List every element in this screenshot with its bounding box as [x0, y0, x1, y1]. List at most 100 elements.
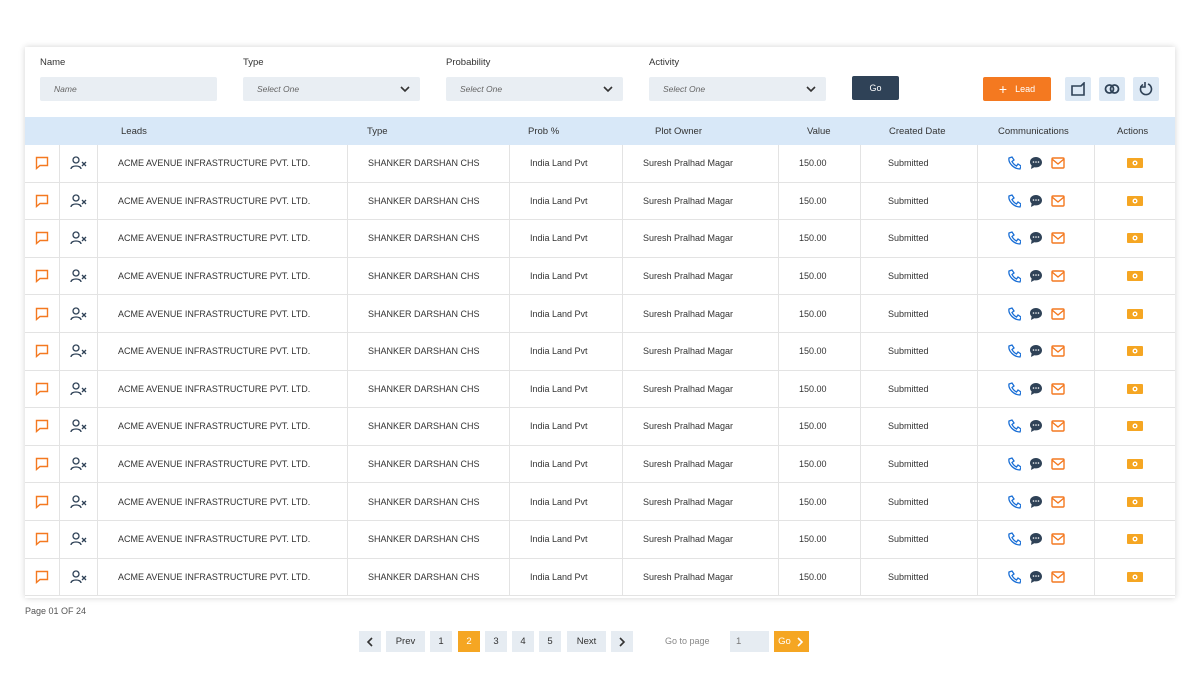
email-icon[interactable] [1051, 232, 1065, 245]
comment-icon[interactable] [35, 419, 49, 434]
remove-user-icon[interactable] [69, 307, 88, 321]
page-button[interactable]: 5 [539, 631, 561, 652]
remove-user-icon[interactable] [69, 419, 88, 433]
page-button[interactable]: 3 [485, 631, 507, 652]
sms-icon[interactable] [1029, 307, 1043, 321]
add-lead-button[interactable]: + Lead [983, 77, 1051, 101]
sms-icon[interactable] [1029, 532, 1043, 546]
expand-button[interactable] [1065, 77, 1091, 101]
prev-arrow[interactable] [359, 631, 381, 652]
action-icon[interactable] [1127, 420, 1143, 432]
email-icon[interactable] [1051, 458, 1065, 470]
remove-user-icon[interactable] [69, 156, 88, 170]
icon [619, 636, 626, 647]
remove-user-icon[interactable] [69, 382, 88, 396]
call-icon[interactable] [1007, 570, 1021, 584]
call-icon[interactable] [1007, 156, 1021, 170]
comment-icon[interactable] [35, 307, 49, 321]
sms-icon[interactable] [1029, 570, 1043, 584]
email-icon[interactable] [1051, 571, 1065, 583]
action-icon[interactable] [1127, 345, 1143, 357]
comment-cell [25, 370, 60, 408]
comment-icon[interactable] [35, 495, 49, 509]
call-icon[interactable] [1007, 419, 1021, 434]
refresh-button[interactable] [1133, 77, 1159, 101]
action-icon[interactable] [1127, 383, 1143, 395]
action-icon[interactable] [1127, 157, 1143, 169]
email-icon[interactable] [1051, 495, 1065, 508]
remove-user-icon[interactable] [69, 344, 88, 358]
prev-button[interactable]: Prev [386, 631, 425, 652]
comment-icon[interactable] [35, 532, 49, 547]
action-icon[interactable] [1127, 195, 1143, 207]
action-icon[interactable] [1127, 496, 1143, 508]
call-icon[interactable] [1007, 231, 1021, 246]
next-arrow[interactable] [611, 631, 633, 652]
next-button[interactable]: Next [567, 631, 606, 652]
sms-icon[interactable] [1029, 419, 1043, 433]
remove-user-icon[interactable] [69, 231, 88, 245]
sms-icon[interactable] [1029, 231, 1043, 245]
call-icon[interactable] [1007, 457, 1021, 471]
value-cell: 150.00 [779, 257, 861, 295]
icon [1139, 82, 1153, 96]
page-button[interactable]: 1 [430, 631, 452, 652]
call-icon[interactable] [1007, 306, 1021, 321]
action-icon[interactable] [1127, 308, 1143, 320]
sms-icon[interactable] [1029, 495, 1043, 509]
sms-icon[interactable] [1029, 194, 1043, 208]
comment-icon[interactable] [35, 194, 49, 208]
call-icon[interactable] [1007, 269, 1021, 283]
comment-icon[interactable] [35, 457, 49, 472]
email-icon[interactable] [1051, 420, 1065, 433]
remove-user-icon[interactable] [69, 532, 88, 546]
action-icon[interactable] [1127, 458, 1143, 470]
page-button[interactable]: 4 [512, 631, 534, 652]
name-input[interactable]: Name [40, 77, 217, 101]
go-page-button[interactable]: Go [774, 631, 809, 652]
action-icon[interactable] [1127, 571, 1143, 583]
email-icon[interactable] [1051, 345, 1065, 357]
go-button[interactable]: Go [852, 76, 899, 100]
email-icon[interactable] [1051, 383, 1065, 395]
sms-icon[interactable] [1029, 457, 1043, 471]
plot-owner-cell: Suresh Pralhad Magar [623, 558, 779, 596]
page-button-active[interactable]: 2 [458, 631, 480, 652]
sms-icon[interactable] [1029, 269, 1043, 283]
email-icon[interactable] [1051, 157, 1065, 169]
call-icon[interactable] [1007, 494, 1021, 509]
actions-cell [1095, 333, 1175, 370]
comment-icon[interactable] [35, 382, 49, 396]
remove-user-icon[interactable] [69, 457, 88, 471]
link-button[interactable] [1099, 77, 1125, 101]
remove-user-icon[interactable] [69, 570, 88, 584]
sms-icon[interactable] [1029, 382, 1043, 396]
email-icon[interactable] [1051, 195, 1065, 207]
email-icon[interactable] [1051, 307, 1065, 320]
email-icon[interactable] [1051, 533, 1065, 545]
action-icon[interactable] [1127, 270, 1143, 282]
created-date-cell: Submitted [861, 558, 978, 596]
comment-icon[interactable] [35, 231, 49, 246]
email-icon[interactable] [1051, 270, 1065, 282]
call-icon[interactable] [1007, 194, 1021, 208]
sms-icon[interactable] [1029, 156, 1043, 170]
probability-select[interactable]: Select One [446, 77, 623, 101]
remove-user-icon[interactable] [69, 269, 88, 283]
comment-icon[interactable] [35, 156, 49, 171]
comment-icon[interactable] [35, 570, 49, 584]
remove-user-icon[interactable] [69, 495, 88, 509]
action-icon[interactable] [1127, 533, 1143, 545]
comment-icon[interactable] [35, 269, 49, 284]
comment-icon[interactable] [35, 344, 49, 359]
activity-select[interactable]: Select One [649, 77, 826, 101]
remove-user-icon[interactable] [69, 194, 88, 208]
page-input[interactable]: 1 [730, 631, 769, 652]
sms-icon[interactable] [1029, 344, 1043, 358]
type-select[interactable]: Select One [243, 77, 420, 101]
call-icon[interactable] [1007, 532, 1021, 546]
call-icon[interactable] [1007, 344, 1021, 358]
action-icon[interactable] [1127, 232, 1143, 244]
call-icon[interactable] [1007, 382, 1021, 396]
user-cell [60, 333, 98, 370]
